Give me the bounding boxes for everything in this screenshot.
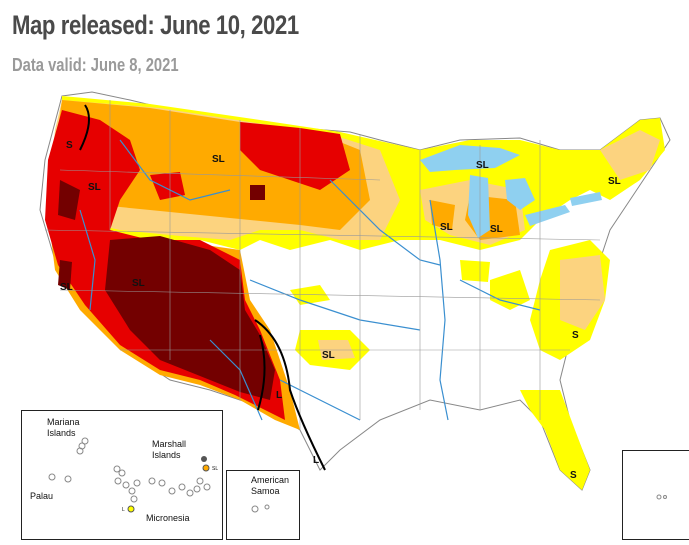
impact-label: SL [440,222,453,233]
pr-inset-art [656,494,667,500]
samoa-inset-art: American Samoa [251,475,289,513]
impact-label: SL [490,224,503,235]
impact-label: SL [212,154,225,165]
map-subtitle: Data valid: June 8, 2021 [12,55,179,75]
impact-label: S [570,470,577,481]
impact-label: S [572,330,579,341]
impact-lines [79,104,326,471]
impact-label: S [66,140,73,151]
palau-label: Palau [30,491,53,501]
l-tag: L [122,507,125,513]
impact-label: SL [476,160,489,171]
samoa-label: American Samoa [251,475,289,496]
pacific-islands-inset: SL L Mariana Islands Marshall Islands Pala… [21,410,223,540]
impact-label: SL [322,350,335,361]
mariana-label: Mariana Islands [47,417,80,438]
impact-labels: S SL SL SL SL SL SL SL SL SL S L L S [60,140,621,481]
impact-label: L [313,455,319,466]
state-lines [44,100,601,430]
impact-label: SL [60,282,73,293]
micronesia-label: Micronesia [146,513,190,523]
impact-label: SL [132,278,145,289]
marshall-label: Marshall Islands [152,439,186,460]
pacific-inset-art: SL L Mariana Islands Marshall Islands Pala… [30,417,218,523]
d4-regions [58,180,275,400]
puerto-rico-inset [622,450,689,540]
impact-label: SL [88,182,101,193]
map-title: Map released: June 10, 2021 [12,10,299,40]
impact-label: SL [608,176,621,187]
impact-label: L [276,390,282,401]
american-samoa-inset: American Samoa [226,470,300,540]
sl-tag: SL [212,466,218,472]
great-lakes [420,145,602,238]
